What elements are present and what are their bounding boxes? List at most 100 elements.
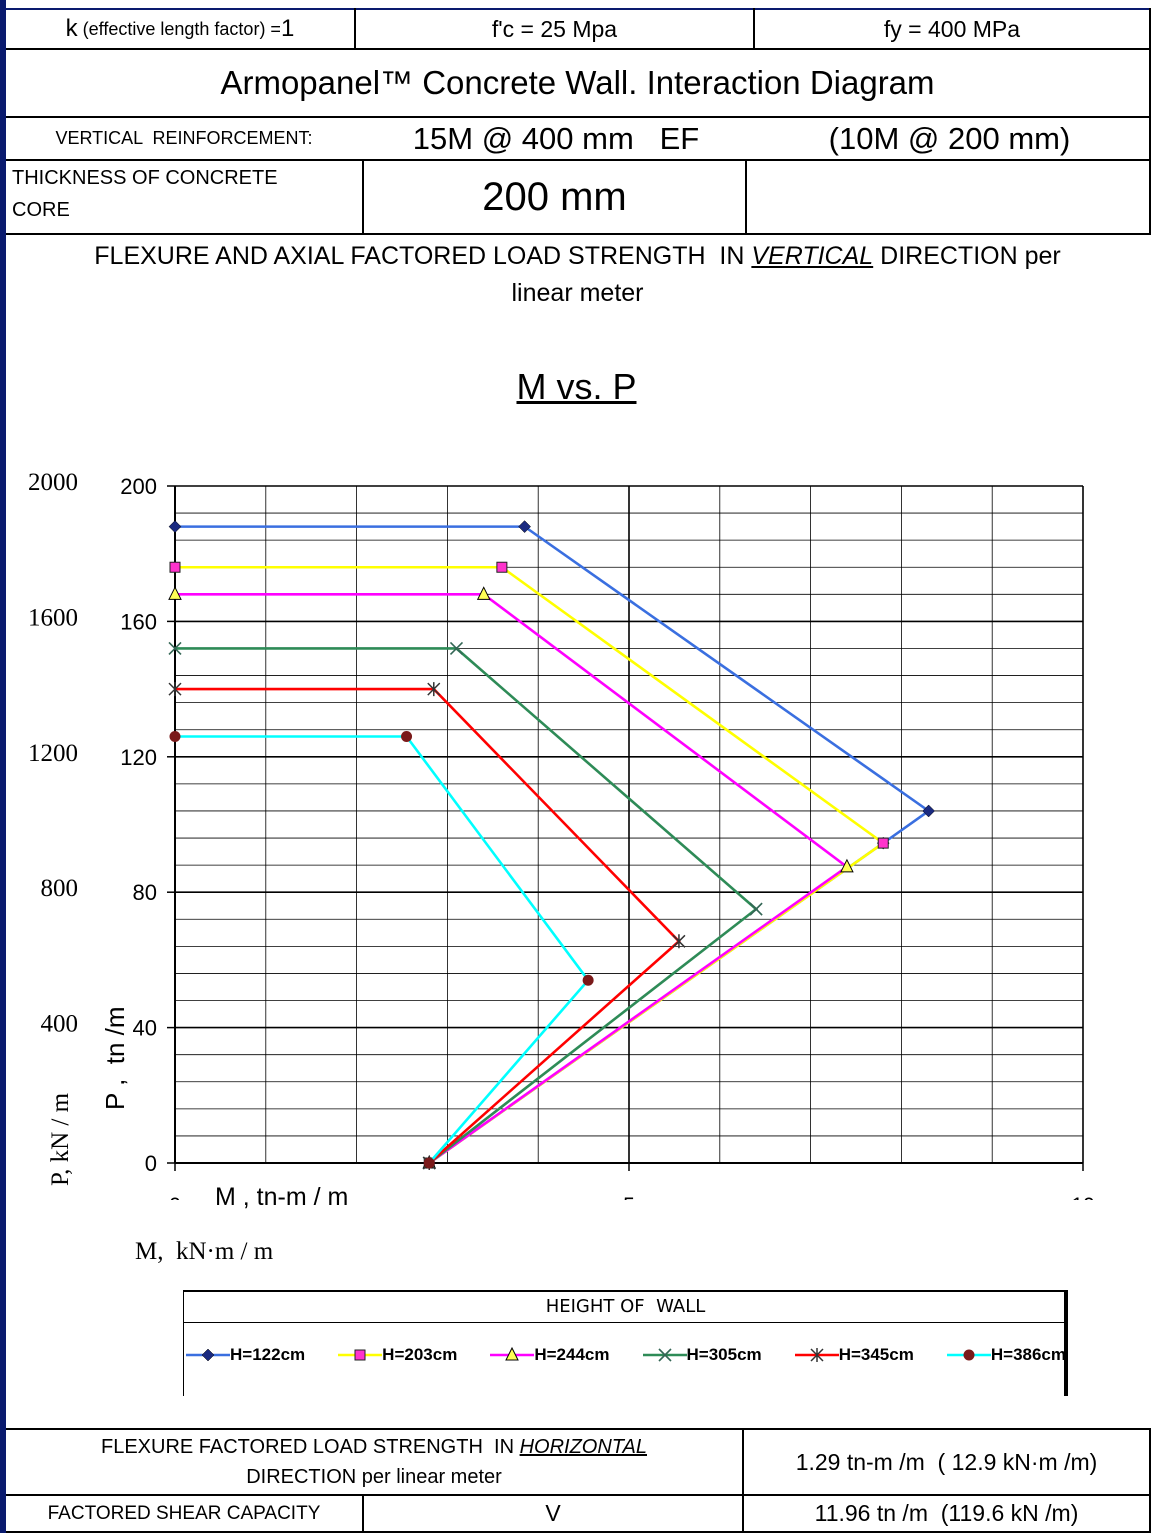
thickness-label-line-1: THICKNESS OF CONCRETE (12, 167, 278, 189)
y-tick-label-secondary: 1200 (28, 740, 78, 767)
series-H=122cm (168, 520, 935, 1170)
legend-item: H=122cm (186, 1345, 305, 1365)
series-line (175, 647, 759, 1165)
table-line (6, 116, 1149, 118)
legend-swatch-marker (963, 1349, 975, 1361)
y-tick-label: 0 (145, 1151, 157, 1176)
y-tick-label: 40 (133, 1016, 157, 1041)
shear-label: FACTORED SHEAR CAPACITY (47, 1502, 321, 1524)
legend-label: H=203cm (382, 1345, 458, 1364)
y-axis-label: P , tn /m (100, 1006, 130, 1110)
data-point (168, 682, 182, 697)
table-line (753, 8, 755, 48)
y-axis-label-secondary: P, kN / m (47, 1092, 74, 1186)
legend-label: H=386cm (990, 1345, 1066, 1364)
data-point (427, 682, 441, 697)
vertical-reinforcement-alt: (10M @ 200 mm) (828, 120, 1071, 156)
shear-value: 11.96 tn /m (119.6 kN /m) (814, 1500, 1079, 1526)
k-prefix: k (65, 15, 78, 42)
flexure-vertical-heading: FLEXURE AND AXIAL FACTORED LOAD STRENGTH… (6, 238, 1149, 312)
y-tick-label-secondary: 400 (41, 1011, 79, 1038)
data-point (496, 561, 508, 573)
horizontal-flexure-em: HORIZONTAL (519, 1436, 647, 1458)
series-line (175, 735, 590, 1164)
legend-title: HEIGHT OF WALL (545, 1296, 706, 1317)
legend-swatch (642, 1348, 687, 1362)
table-line (6, 8, 1149, 10)
shear-symbol: V (545, 1500, 561, 1526)
legend-item: H=305cm (642, 1345, 762, 1365)
table-line (362, 159, 364, 233)
data-point (476, 586, 491, 600)
flexure-vertical-text-2: DIRECTION per (873, 242, 1061, 270)
legend-box (183, 1290, 1068, 1396)
horizontal-flexure-label: FLEXURE FACTORED LOAD STRENGTH IN HORIZO… (6, 1432, 742, 1492)
x-tick-label: 5 (623, 1194, 635, 1200)
table-line (745, 159, 747, 233)
page-left-border (0, 0, 6, 1533)
legend-item: H=345cm (794, 1345, 914, 1365)
legend-item: H=203cm (338, 1345, 457, 1365)
fy-value: fy = 400 MPa (883, 15, 1021, 42)
vertical-reinforcement-label: VERTICAL REINFORCEMENT: (55, 128, 313, 148)
legend-swatch-marker (354, 1349, 366, 1361)
legend-swatch-marker (201, 1348, 215, 1362)
series-H=386cm (169, 730, 594, 1169)
legend-item: H=244cm (490, 1345, 609, 1365)
data-point (449, 641, 464, 656)
table-line (6, 1494, 1149, 1496)
x-tick-label: 0 (169, 1194, 181, 1200)
y-tick-label-secondary: 800 (41, 875, 79, 902)
y-tick-label-secondary: 1600 (28, 604, 78, 631)
k-value: 1 (280, 15, 295, 42)
data-point (582, 974, 594, 986)
flexure-vertical-text-3: linear meter (511, 279, 644, 307)
y-tick-label: 160 (120, 609, 157, 634)
legend-item: H=386cm (946, 1345, 1066, 1365)
table-line (6, 233, 1149, 235)
table-line (742, 1428, 744, 1531)
y-tick-label-secondary: 2000 (28, 469, 78, 496)
data-point (168, 586, 182, 600)
y-tick-label: 120 (120, 745, 157, 770)
table-line (6, 1428, 1149, 1430)
horizontal-flexure-text-2: DIRECTION per linear meter (246, 1466, 502, 1488)
series-line (175, 687, 681, 1164)
x-tick-label: 10 (1071, 1194, 1094, 1200)
legend-label: H=345cm (838, 1345, 914, 1364)
table-line (6, 48, 1149, 50)
y-tick-label: 200 (120, 474, 157, 499)
horizontal-flexure-text: FLEXURE FACTORED LOAD STRENGTH IN (100, 1436, 520, 1458)
data-point (840, 858, 854, 873)
x-axis-label: M , tn-m / m (215, 1183, 349, 1211)
data-point (518, 520, 531, 533)
data-point (423, 1157, 435, 1169)
page-title: Armopanel™ Concrete Wall. Interaction Di… (220, 64, 935, 101)
chart-plot: 0408012016020040080012001600200005105010… (28, 469, 1095, 1200)
data-point (877, 837, 889, 849)
legend-swatch-marker (505, 1346, 520, 1361)
k-factor: k (effective length factor) = 1 (6, 10, 354, 48)
table-line (6, 1531, 1149, 1533)
chart-title: M vs. P (516, 366, 637, 407)
legend-swatch-marker (657, 1348, 672, 1362)
vertical-reinforcement-value: 15M @ 400 mm EF (412, 120, 700, 156)
legend-swatch (338, 1349, 383, 1361)
data-point (401, 730, 413, 742)
table-line (362, 1494, 364, 1531)
legend-swatch-marker (810, 1348, 824, 1362)
table-line (1149, 1428, 1151, 1533)
legend-label: H=305cm (686, 1345, 762, 1364)
table-line (6, 159, 1149, 161)
fc-value: f'c = 25 Mpa (491, 15, 618, 42)
legend-swatch (794, 1348, 839, 1362)
data-point (749, 902, 763, 916)
legend-label: H=244cm (534, 1345, 610, 1364)
thickness-value: 200 mm (482, 174, 627, 219)
series-line (175, 593, 850, 1165)
legend-items: H=122cm H=203cm H=244cm H=305cm H=345cm H=386… (186, 1338, 1066, 1372)
legend-swatch (490, 1346, 535, 1361)
data-point (168, 520, 182, 533)
data-point (922, 804, 935, 818)
data-point (169, 730, 181, 742)
